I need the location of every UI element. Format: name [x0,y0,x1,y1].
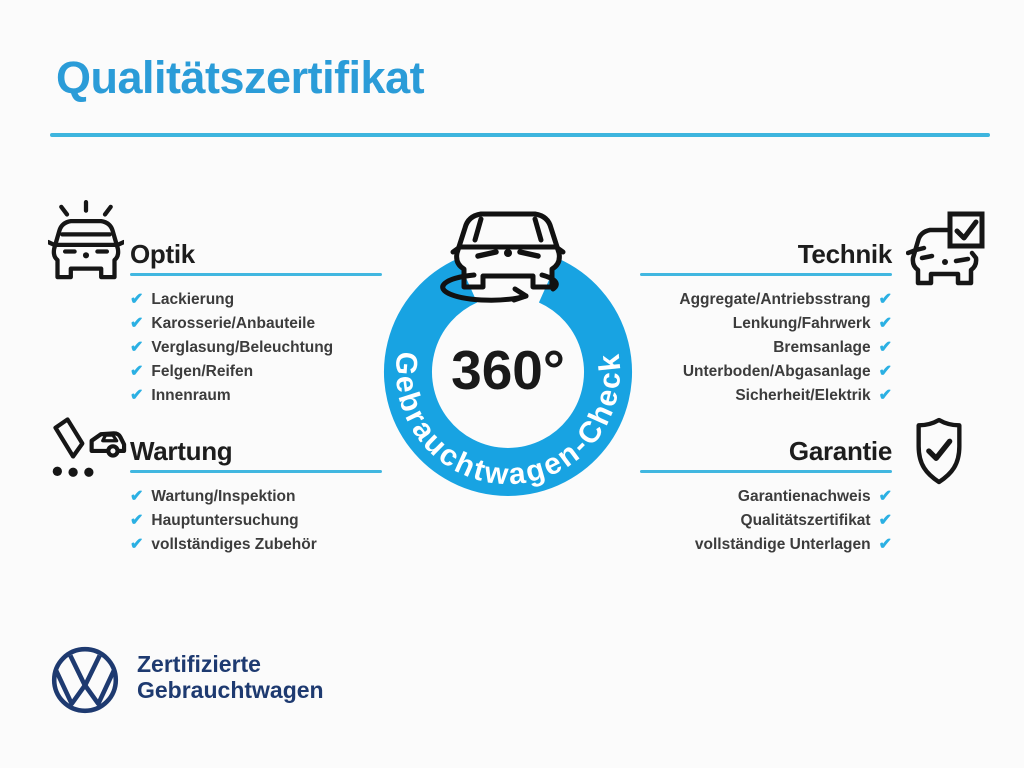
car-checkbox-icon [906,211,985,286]
checklist-item: ✔ Hauptuntersuchung [130,509,382,533]
check-icon: ✔ [130,536,144,553]
checklist-item-label: Qualitätszertifikat [740,512,871,529]
brand-text: Zertifizierte Gebrauchtwagen [137,651,324,703]
checklist: ✔ Lackierung ✔ Karosserie/Anbauteile ✔ Verg… [130,288,382,408]
section-wartung-heading: Wartung [130,436,233,466]
checklist-item-label: Innenraum [151,387,231,404]
checklist-item: ✔ Verglasung/Beleuchtung [130,336,382,360]
shield-check-icon [916,417,962,485]
section-garantie: Garantie Garantienachweis ✔ Qualitätszert… [640,437,892,557]
checklist-item-label: Hauptuntersuchung [151,512,299,529]
section-garantie-heading: Garantie [788,436,892,466]
car-shine-icon [48,200,124,280]
checklist-item: vollständige Unterlagen ✔ [640,533,892,557]
check-icon: ✔ [878,512,892,529]
checklist-item-label: Karosserie/Anbauteile [151,315,316,332]
checklist-item: ✔ Innenraum [130,384,382,408]
check-icon: ✔ [130,512,144,529]
checklist: Garantienachweis ✔ Qualitätszertifikat ✔ v… [640,485,892,557]
check-icon: ✔ [130,387,144,404]
checklist-item-label: vollständiges Zubehör [151,536,317,553]
vw-logo [51,646,119,714]
section-optik: Optik ✔ Lackierung ✔ Karosserie/Anbauteile… [130,240,382,408]
section-divider [640,470,892,473]
checklist: ✔ Wartung/Inspektion ✔ Hauptuntersuchung ✔… [130,485,382,557]
brand-line-2: Gebrauchtwagen [137,677,324,703]
checklist-item: ✔ Lackierung [130,288,382,312]
check-icon: ✔ [878,536,892,553]
checklist-item: Lenkung/Fahrwerk ✔ [640,312,892,336]
brand-line-1: Zertifizierte [137,651,261,677]
checklist-item-label: Felgen/Reifen [151,363,254,380]
checklist-item: Sicherheit/Elektrik ✔ [640,384,892,408]
checklist-item: ✔ vollständiges Zubehör [130,533,382,557]
checklist-item-label: Unterboden/Abgasanlage [682,363,871,380]
checklist-item-label: Bremsanlage [773,339,871,356]
checklist-item: ✔ Felgen/Reifen [130,360,382,384]
checklist-item-label: Aggregate/Antriebsstrang [679,291,871,308]
section-optik-heading: Optik [130,239,195,269]
checklist-item: Aggregate/Antriebsstrang ✔ [640,288,892,312]
checklist-item-label: Garantienachweis [737,488,871,505]
checklist-item: Bremsanlage ✔ [640,336,892,360]
title-divider [50,133,990,137]
checklist-item: ✔ Karosserie/Anbauteile [130,312,382,336]
checklist-item: Garantienachweis ✔ [640,485,892,509]
check-icon: ✔ [878,291,892,308]
checklist-item: Qualitätszertifikat ✔ [640,509,892,533]
checklist-item-label: Wartung/Inspektion [151,488,296,505]
check-icon: ✔ [130,291,144,308]
checklist: Aggregate/Antriebsstrang ✔ Lenkung/Fahrwe… [640,288,892,408]
badge-degrees-label: 360° [451,339,565,401]
check-icon: ✔ [878,315,892,332]
checklist-item-label: Sicherheit/Elektrik [735,387,871,404]
check-icon: ✔ [878,339,892,356]
service-checklist-icon [52,417,127,477]
section-divider [640,273,892,276]
section-divider [130,470,382,473]
check-icon: ✔ [878,488,892,505]
checklist-item: Unterboden/Abgasanlage ✔ [640,360,892,384]
section-technik: Technik Aggregate/Antriebsstrang ✔ Lenkun… [640,240,892,408]
checklist-item-label: Lackierung [151,291,235,308]
check-icon: ✔ [130,363,144,380]
checklist-item-label: Verglasung/Beleuchtung [151,339,334,356]
checklist-item: ✔ Wartung/Inspektion [130,485,382,509]
check-icon: ✔ [130,315,144,332]
section-technik-heading: Technik [797,239,893,269]
checklist-item-label: vollständige Unterlagen [694,536,871,553]
check-icon: ✔ [130,339,144,356]
section-wartung: Wartung ✔ Wartung/Inspektion ✔ Hauptunters… [130,437,382,557]
car-rotation-icon [440,211,566,303]
check-icon: ✔ [130,488,144,505]
section-divider [130,273,382,276]
checklist-item-label: Lenkung/Fahrwerk [732,315,871,332]
check-icon: ✔ [878,363,892,380]
check-icon: ✔ [878,387,892,404]
badge-ring [384,258,632,496]
360-check-badge: Gebrauchtwagen-Check 360° [384,211,632,496]
page-title: Qualitätszertifikat [56,52,425,103]
